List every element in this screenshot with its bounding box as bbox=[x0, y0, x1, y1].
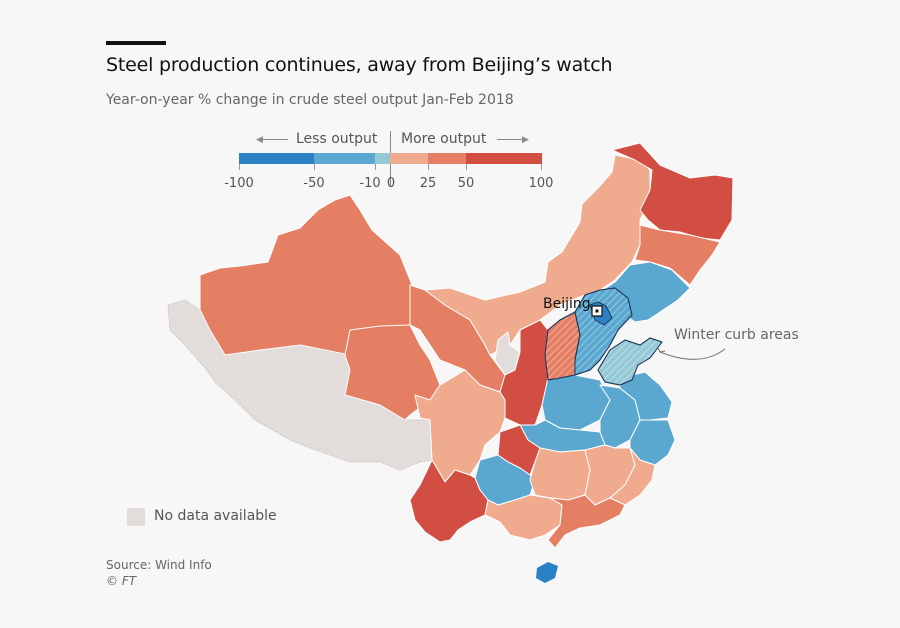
region-yunnan bbox=[409, 459, 489, 543]
credit-note: © FT bbox=[106, 574, 137, 588]
legend-more-label: More output bbox=[401, 131, 487, 147]
legend-tick: 50 bbox=[457, 176, 475, 191]
legend-bin-3 bbox=[375, 153, 390, 164]
region-shandong-hatch bbox=[597, 337, 663, 386]
region-xinjiang bbox=[199, 194, 413, 356]
arrow-left-head-icon: ◀ bbox=[256, 135, 263, 145]
arrow-left-icon bbox=[258, 139, 288, 140]
region-fujian bbox=[609, 447, 656, 506]
region-sichuan bbox=[414, 369, 506, 483]
legend-color-bar bbox=[239, 153, 542, 164]
chart-title: Steel production continues, away from Be… bbox=[106, 54, 613, 76]
title-rule bbox=[106, 41, 166, 45]
legend-tick: 0 bbox=[386, 176, 396, 191]
legend-tick: 25 bbox=[419, 176, 437, 191]
legend-less-label: Less output bbox=[296, 131, 378, 147]
arrow-right-head-icon: ▶ bbox=[522, 135, 529, 145]
legend-tick: -10 bbox=[359, 176, 381, 191]
region-jiangsu bbox=[619, 371, 673, 421]
legend-bin-5 bbox=[428, 153, 466, 164]
region-guangdong bbox=[547, 494, 626, 549]
legend-bin-1 bbox=[239, 153, 314, 164]
region-henan bbox=[541, 374, 611, 431]
no-data-label: No data available bbox=[154, 508, 277, 524]
city-label-beijing: Beijing bbox=[543, 296, 591, 312]
arrow-right-icon bbox=[497, 139, 525, 140]
region-hunan bbox=[529, 447, 591, 501]
beijing-marker-dot bbox=[595, 309, 599, 313]
no-data-swatch bbox=[127, 508, 145, 526]
chart-subtitle: Year-on-year % change in crude steel out… bbox=[106, 92, 514, 108]
source-note: Source: Wind Info bbox=[106, 558, 212, 572]
region-jilin bbox=[634, 224, 721, 286]
winter-curb-label: Winter curb areas bbox=[674, 327, 799, 343]
annotation-arrow-icon bbox=[659, 348, 726, 360]
region-guangxi bbox=[484, 494, 563, 541]
region-hainan bbox=[536, 562, 558, 583]
legend-tick: 100 bbox=[528, 176, 554, 191]
annotation-arrowhead-icon bbox=[657, 347, 666, 353]
legend-bin-4 bbox=[390, 153, 428, 164]
legend-tick: -50 bbox=[303, 176, 325, 191]
region-hebei-hatch bbox=[574, 287, 633, 376]
legend-tick: -100 bbox=[224, 176, 254, 191]
legend-bin-2 bbox=[314, 153, 375, 164]
legend-bin-6 bbox=[466, 153, 542, 164]
